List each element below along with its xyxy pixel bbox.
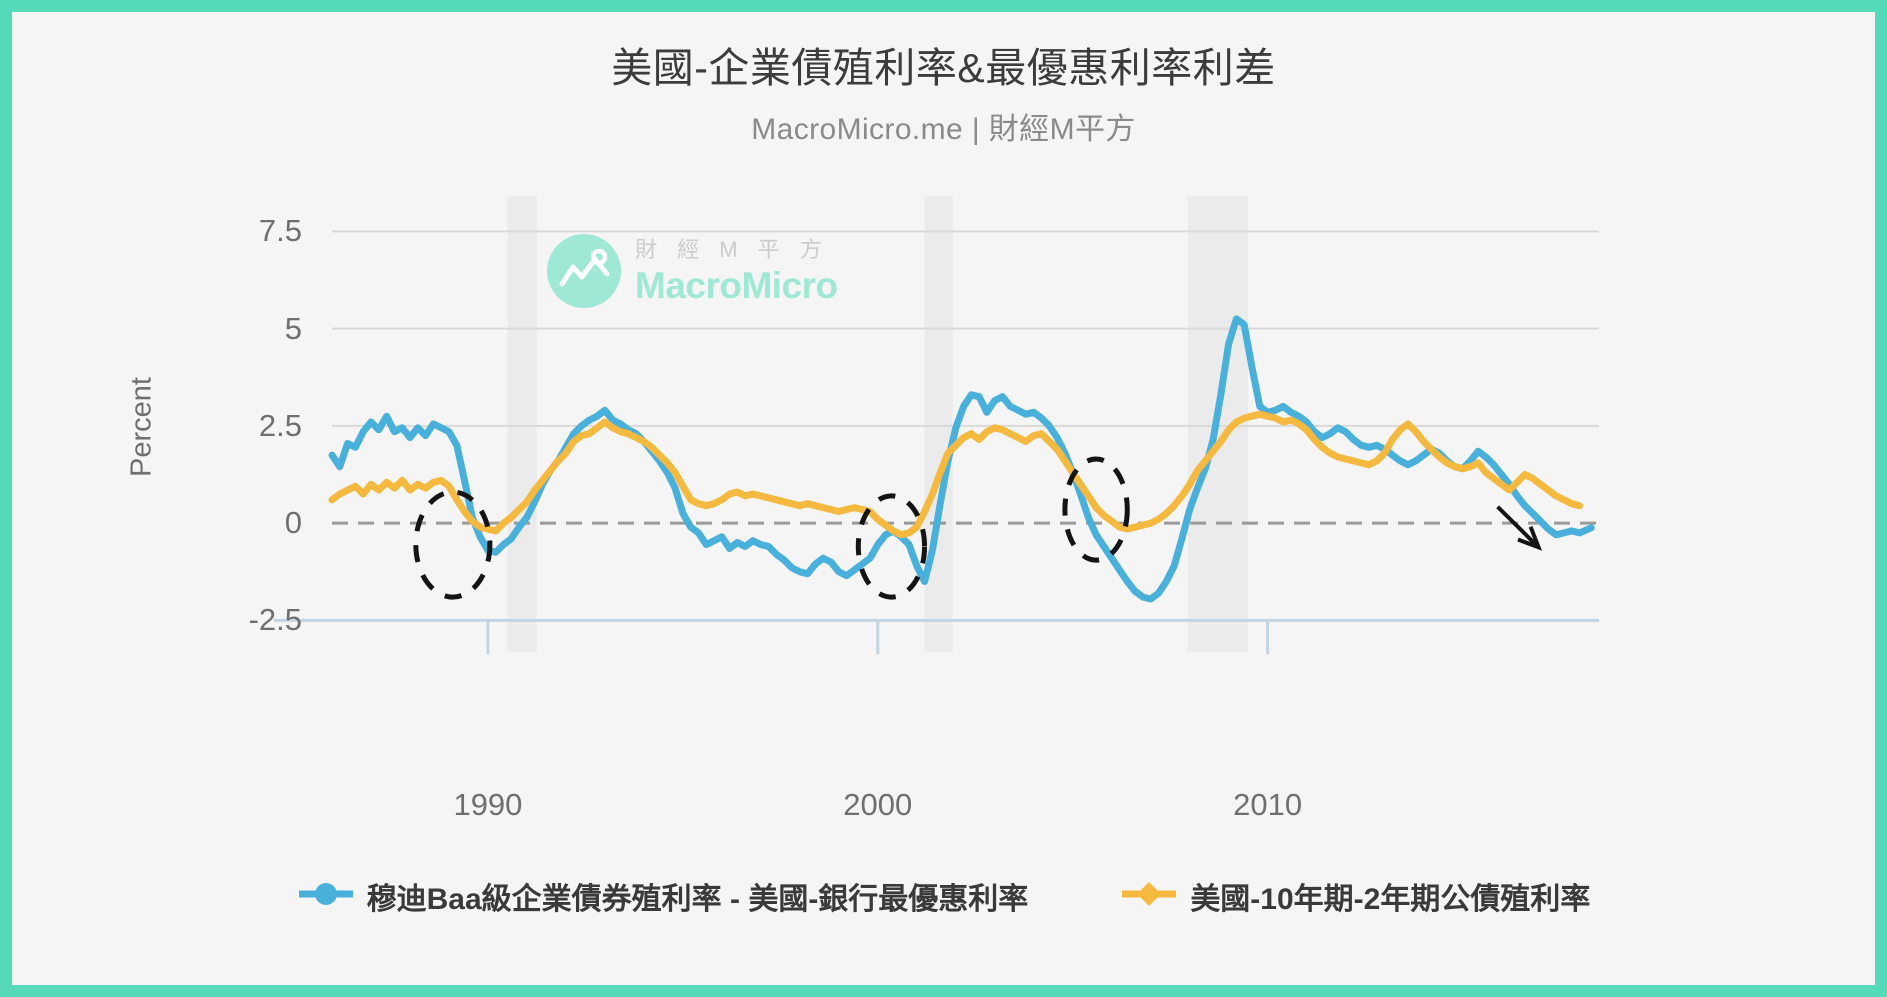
y-axis-tick-label: 0 — [284, 505, 302, 541]
y-axis-tick-label: -2.5 — [248, 602, 302, 638]
x-axis-tick-label: 1990 — [453, 787, 523, 822]
annotation-ellipse — [1062, 456, 1130, 563]
legend-item-yield-curve[interactable]: 美國-10年期-2年期公債殖利率 — [1120, 874, 1590, 918]
series-line-1 — [328, 410, 1583, 539]
chart-canvas: 美國-企業債殖利率&最優惠利率利差 MacroMicro.me | 財經M平方 … — [12, 12, 1875, 985]
chart-legend: 穆迪Baa級企業債券殖利率 - 美國-銀行最優惠利率 美國-10年期-2年期公債… — [12, 874, 1875, 918]
legend-item-corporate-spread[interactable]: 穆迪Baa級企業債券殖利率 - 美國-銀行最優惠利率 — [297, 874, 1029, 918]
annotation-ellipse — [413, 489, 493, 600]
annotation-arrow-head — [1517, 526, 1543, 551]
y-axis-title: Percent — [125, 377, 158, 477]
legend-marker-diamond-icon — [1120, 881, 1178, 912]
legend-label-yield-curve: 美國-10年期-2年期公債殖利率 — [1190, 883, 1591, 916]
y-axis-tick-label: 7.5 — [258, 213, 302, 249]
page-title: 美國-企業債殖利率&最優惠利率利差 — [611, 45, 1276, 91]
recession-band — [924, 196, 953, 652]
legend-label-corporate-spread: 穆迪Baa級企業債券殖利率 - 美國-銀行最優惠利率 — [366, 883, 1029, 916]
chart-subtitle: MacroMicro.me | 財經M平方 — [751, 113, 1136, 146]
legend-marker-circle-icon — [297, 881, 355, 912]
y-axis-tick-labels: 7.5 5 2.5 0 -2.5 — [162, 12, 302, 985]
annotation-arrow-shaft — [1496, 505, 1540, 549]
x-axis-tick-label: 2000 — [843, 787, 913, 822]
y-axis-tick-label: 2.5 — [258, 407, 302, 443]
chart-plot-area — [274, 196, 1599, 655]
y-axis-tick-label: 5 — [284, 310, 302, 346]
x-axis-tick-labels: 1990 2000 2010 — [12, 787, 1875, 833]
x-axis-tick-label: 2010 — [1233, 787, 1303, 822]
annotation-ellipse — [855, 493, 928, 600]
recession-band — [507, 196, 537, 652]
